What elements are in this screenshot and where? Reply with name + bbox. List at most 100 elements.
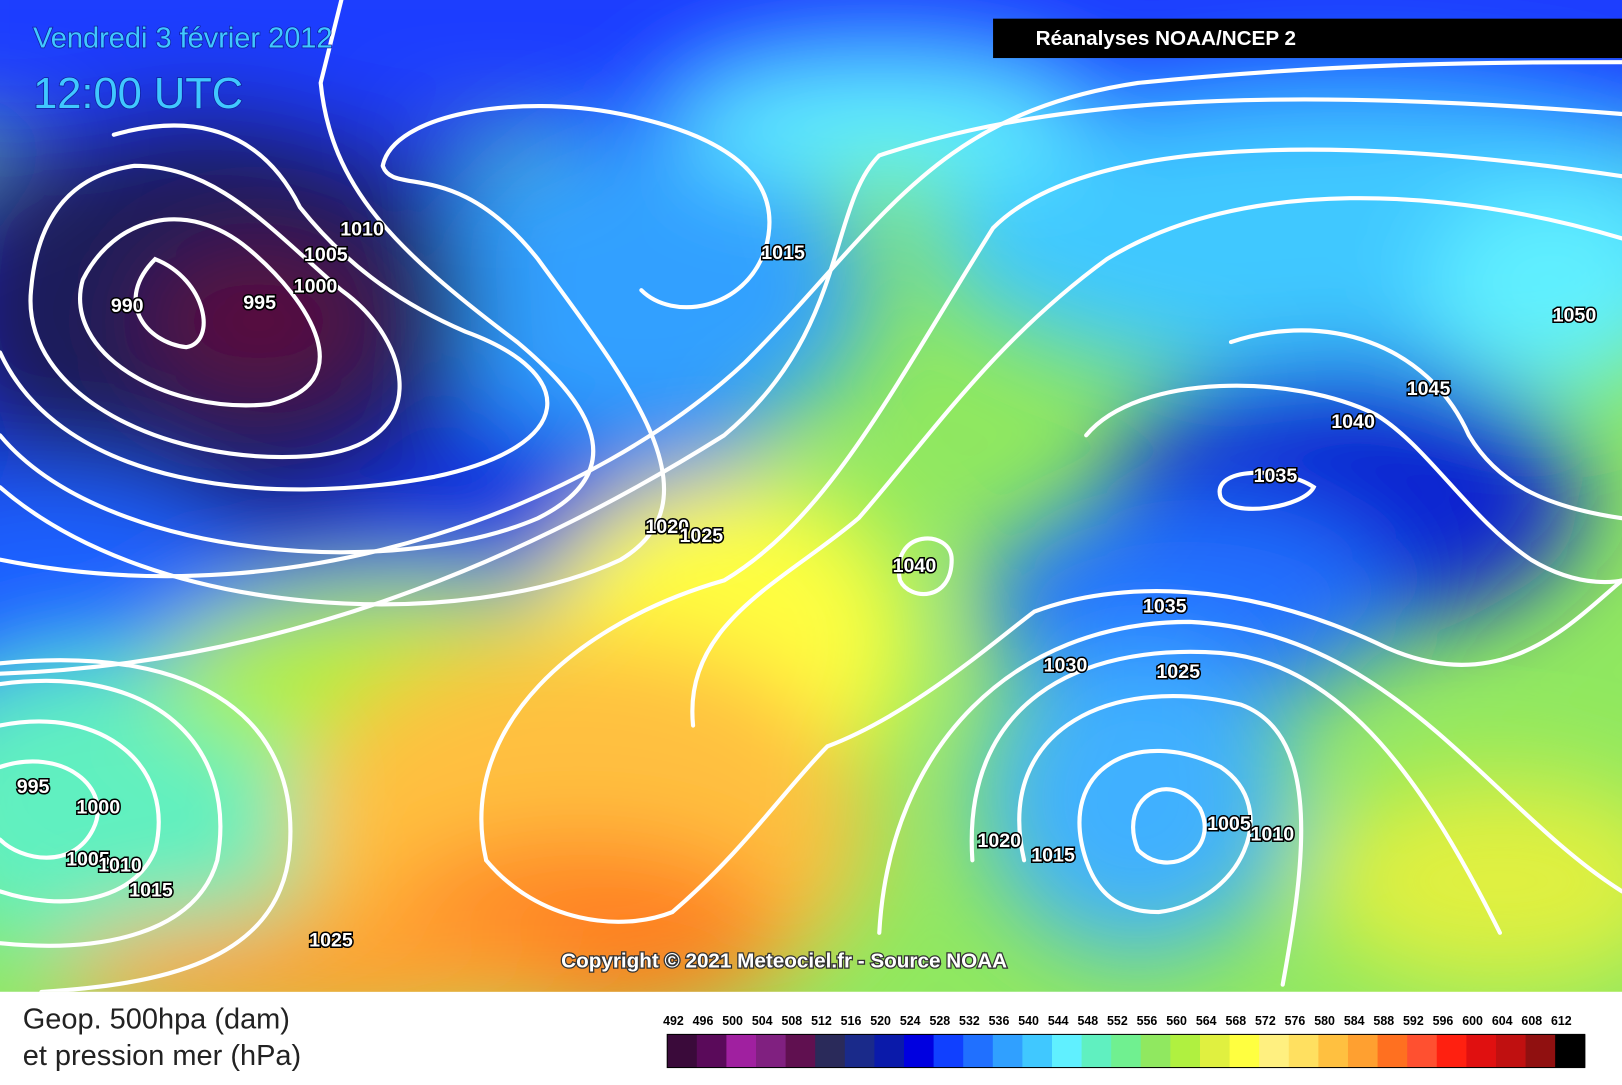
scale-swatch <box>874 1034 905 1068</box>
scale-label: 576 <box>1285 1014 1306 1028</box>
scale-label: 520 <box>870 1014 891 1028</box>
isobar-label: 1015 <box>129 880 173 902</box>
isobar-label: 1005 <box>304 244 348 266</box>
scale-label: 548 <box>1077 1014 1098 1028</box>
isobars <box>0 0 1622 992</box>
scale-label: 544 <box>1048 1014 1069 1028</box>
scale-label: 552 <box>1107 1014 1128 1028</box>
isobar-label: 1040 <box>1331 411 1375 433</box>
scale-swatch <box>1555 1034 1586 1068</box>
scale-swatch <box>785 1034 816 1068</box>
scale-swatch <box>1318 1034 1349 1068</box>
scale-swatch <box>1495 1034 1527 1068</box>
scale-label: 612 <box>1551 1014 1572 1028</box>
scale-swatch <box>1407 1034 1438 1068</box>
scale-swatch <box>1436 1034 1467 1068</box>
scale-label: 580 <box>1314 1014 1335 1028</box>
scale-label: 592 <box>1403 1014 1424 1028</box>
time: 12:00 UTC <box>33 70 243 118</box>
isobar-label: 1025 <box>1156 661 1200 683</box>
isobar-label: 1030 <box>1044 655 1088 677</box>
isobar-label: 995 <box>243 292 276 314</box>
scale-label: 524 <box>900 1014 921 1028</box>
scale-swatch <box>1466 1034 1497 1068</box>
scale-label: 536 <box>989 1014 1010 1028</box>
isobar-label: 1010 <box>1251 824 1295 846</box>
scale-label: 588 <box>1373 1014 1394 1028</box>
scale-label: 584 <box>1344 1014 1365 1028</box>
scale-swatch <box>844 1034 875 1068</box>
scale-swatch <box>1347 1034 1379 1068</box>
scale-swatch <box>1377 1034 1408 1068</box>
scale-swatch <box>903 1034 935 1068</box>
isobar-label: 995 <box>17 776 50 798</box>
date: Vendredi 3 février 2012 <box>33 23 332 55</box>
scale-swatch <box>726 1034 757 1068</box>
isobar-label: 1000 <box>76 797 120 819</box>
scale-swatch <box>696 1034 727 1068</box>
isobar-label: 1005 <box>66 848 110 870</box>
scale-swatch <box>1525 1034 1556 1068</box>
scale-swatch <box>756 1034 787 1068</box>
scale-label: 532 <box>959 1014 980 1028</box>
scale-label: 500 <box>722 1014 743 1028</box>
legend-title: Geop. 500hpa (dam) <box>23 1004 290 1036</box>
isobar-label: 1020 <box>977 830 1021 852</box>
scale-label: 608 <box>1521 1014 1542 1028</box>
isobar-label: 990 <box>111 295 144 317</box>
scale-label: 560 <box>1166 1014 1187 1028</box>
scale-label: 516 <box>841 1014 862 1028</box>
isobar-label: 1000 <box>294 275 338 297</box>
scale-label: 564 <box>1196 1014 1217 1028</box>
isobar-label: 1015 <box>1031 844 1075 866</box>
isobar-label: 1010 <box>340 218 384 240</box>
scale-label: 528 <box>929 1014 950 1028</box>
isobar-label: 1015 <box>761 242 805 264</box>
scale-swatch <box>1199 1034 1231 1068</box>
copyright: Copyright © 2021 Meteociel.fr - Source N… <box>561 949 1007 972</box>
scale-swatch <box>1229 1034 1260 1068</box>
scale-swatch <box>667 1034 698 1068</box>
scale-label: 568 <box>1225 1014 1246 1028</box>
source: Réanalyses NOAA/NCEP 2 <box>1036 27 1296 50</box>
isobar-label: 1025 <box>309 929 353 951</box>
scale-label: 512 <box>811 1014 832 1028</box>
scale-swatch <box>1259 1034 1290 1068</box>
scale-label: 596 <box>1433 1014 1454 1028</box>
scale-label: 540 <box>1018 1014 1039 1028</box>
scale-label: 496 <box>693 1014 714 1028</box>
scale-swatch <box>1140 1034 1171 1068</box>
legend-subtitle: et pression mer (hPa) <box>23 1040 301 1072</box>
source-banner <box>993 18 1622 59</box>
scale-label: 604 <box>1492 1014 1513 1028</box>
scale-swatch <box>1051 1034 1083 1068</box>
isobar-label: 1040 <box>893 555 937 577</box>
isobar-label: 1005 <box>1207 813 1251 835</box>
scale-label: 572 <box>1255 1014 1276 1028</box>
color-scale: 492 496 500 504 508 512 516 520 524 528 532 536 540 5… <box>663 1014 1586 1069</box>
scale-swatch <box>1081 1034 1112 1068</box>
isobar-label: 1020 <box>645 516 689 538</box>
isobar-label: 1045 <box>1407 378 1451 400</box>
scale-swatch <box>1022 1034 1053 1068</box>
scale-swatch <box>992 1034 1023 1068</box>
scale-swatch <box>963 1034 994 1068</box>
isobar-label: 1025 <box>680 525 724 547</box>
scale-label: 504 <box>752 1014 773 1028</box>
scale-swatch <box>1288 1034 1319 1068</box>
isobar-label: 1035 <box>1143 596 1187 618</box>
scale-label: 508 <box>781 1014 802 1028</box>
field <box>0 0 1622 992</box>
scale-swatch <box>933 1034 964 1068</box>
isobar-label: 1010 <box>98 855 142 877</box>
scale-label: 492 <box>663 1014 684 1028</box>
scale-swatch <box>1170 1034 1201 1068</box>
isobar-label: 1050 <box>1553 304 1597 326</box>
scale-swatch <box>1111 1034 1142 1068</box>
scale-label: 556 <box>1137 1014 1158 1028</box>
scale-swatch <box>815 1034 846 1068</box>
scale-label: 600 <box>1462 1014 1483 1028</box>
isobar-label: 1035 <box>1254 465 1298 487</box>
